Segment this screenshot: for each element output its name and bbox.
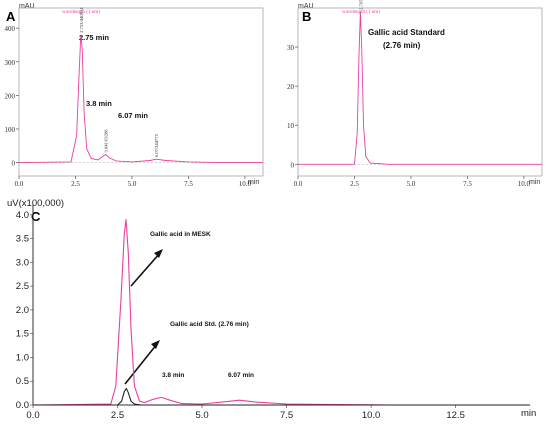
panel-a-letter: A [6,9,16,24]
panel-b-x-tick-label: 7.5 [463,180,472,188]
panel-a-annotation-peak3: 6.07 min [118,111,148,120]
arrow-std [124,343,158,385]
panel-a-x-tick-label: 0.0 [15,180,24,188]
panel-a-y-tick-label: 400 [5,25,16,33]
panel-c-annotation-std: Gallic acid Std. (2.76 min) [170,321,249,328]
panel-c-series-line-1 [32,218,530,406]
panel-b-header-label: wavelength (1 nm) [342,10,380,15]
panel-a-annotation-peak1: 2.75 min [79,33,109,42]
panel-b-letter: B [302,9,311,24]
panel-c-x-unit: min [521,408,536,419]
panel-a-x-tick-label: 10.0 [239,180,252,188]
panel-a-y-unit: mAU [19,3,35,10]
panel-c-y-tick-label: 1.5 [16,329,29,340]
panel-c-y-tick-label: 1.0 [16,352,29,363]
panel-a-series-line-1 [18,34,263,164]
panel-c-x-tick-label: 5.0 [195,410,208,421]
panel-a-y-tick-label: 200 [5,92,16,100]
panel-b-annotation-time: (2.76 min) [383,41,421,50]
panel-c-x-tick-label: 10.0 [362,410,381,421]
panel-a-peak-label: 6.07/344775 [154,133,159,157]
panel-b-annotation-title: Gallic acid Standard [368,28,445,37]
panel-a-x-tick-label: 2.5 [71,180,80,188]
panel-c-y-tick-label: 0.0 [16,400,29,411]
panel-a-y-tick-label: 100 [5,126,16,134]
panel-c-letter: C [31,209,41,224]
panel-c-y-tick-label: 3.0 [16,257,29,268]
panel-a: mAU A wavelength (1 nm) min 2.75 min 3.8… [6,3,259,186]
arrow-std-head [151,340,160,349]
panel-c-series-line-2 [33,387,530,406]
panel-b-x-unit: min [529,179,540,186]
panel-c-x-tick-label: 12.5 [446,410,465,421]
panel-b-x-tick-label: 0.0 [294,180,303,188]
panel-b-x-tick-label: 10.0 [518,180,531,188]
panel-c-y-unit: uV(x100,000) [7,198,64,209]
panel-b-y-tick-label: 10 [287,122,295,130]
panel-b-plot-frame [297,7,543,177]
panel-b-y-unit: mAU [298,3,314,10]
panel-a-peak-label: 2.753/440814 [79,7,84,33]
panel-a-annotation-peak2: 3.8 min [86,99,112,108]
panel-c-y-tick-label: 4.0 [16,210,29,221]
panel-c: C uV(x100,000) min Gallic acid in MESK G… [7,198,536,419]
panel-c-x-tick-label: 7.5 [280,410,293,421]
panel-a-header-label: wavelength (1 nm) [62,10,100,15]
panel-b-y-tick-label: 30 [287,44,295,52]
panel-c-y-tick-label: 2.5 [16,281,29,292]
panel-a-x-unit: min [248,179,259,186]
panel-b-x-tick-label: 5.0 [407,180,416,188]
panel-c-annotation-peak3: 6.07 min [228,372,254,379]
panel-a-x-tick-label: 5.0 [128,180,137,188]
panel-c-y-tick-label: 0.5 [16,376,29,387]
panel-b-series-line-1 [298,11,542,165]
panel-a-peak-label: 3.841/63288 [104,129,109,153]
arrow-mesk-head [154,249,163,258]
panel-b-y-tick-label: 0 [291,161,295,169]
panel-c-y-tick-label: 2.0 [16,305,29,316]
panel-b: mAU B wavelength (1 nm) min Gallic acid … [298,3,540,186]
panel-a-x-tick-label: 7.5 [184,180,193,188]
panel-a-y-tick-label: 0 [12,160,16,168]
panel-b-x-tick-label: 2.5 [350,180,359,188]
arrow-mesk [130,252,161,287]
panel-b-y-tick-label: 20 [287,83,295,91]
panel-a-y-tick-label: 300 [5,59,16,67]
panel-c-x-tick-label: 0.0 [26,410,39,421]
panel-c-y-tick-label: 3.5 [16,234,29,245]
panel-c-annotation-peak2: 3.8 min [162,372,184,379]
panel-a-plot-frame [18,7,264,177]
panel-c-x-tick-label: 2.5 [111,410,124,421]
panel-b-peak-label: 2.765/41161 [358,0,363,10]
panel-c-annotation-mesk: Gallic acid in MESK [150,231,211,238]
